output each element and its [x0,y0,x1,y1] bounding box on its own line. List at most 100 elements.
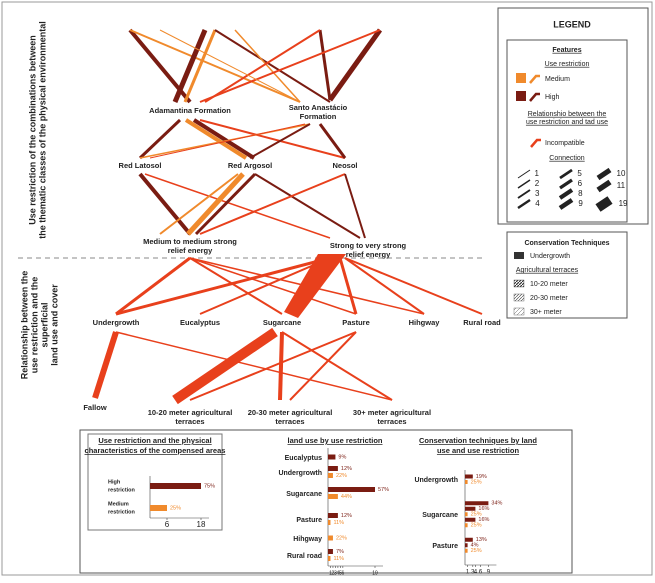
panel-title: use and use restriction [437,446,520,455]
bar-label: 44% [341,494,352,500]
bar [465,506,476,511]
bar [328,513,338,518]
node-label: Sugarcane [263,318,301,327]
connection [129,29,301,103]
connection-icon [517,169,531,179]
row-label: Sugarcane [286,491,322,498]
panel-box [87,433,223,531]
legend-box [497,7,649,225]
node-label: Formation [300,112,337,121]
connection-icon [517,189,531,199]
connection [192,118,256,160]
connection [204,29,321,103]
node-label: Eucalyptus [180,318,220,327]
medium-arrow [529,74,540,84]
legend-item: Medium [545,76,570,83]
incompatible-arrow [530,138,541,148]
bar-label: 13% [476,537,487,543]
connection [138,118,182,160]
tick-label: 1 [466,570,470,576]
tick-label: 6 [341,570,344,576]
row-label: Pasture [296,517,322,524]
bar [328,466,338,471]
bar-label: 25% [170,505,181,511]
connection-icon [558,198,574,210]
connection [344,257,425,315]
undergrowth-swatch [514,252,524,259]
bar [328,520,331,525]
row-label: Sugarcane [422,512,458,519]
connection [139,123,311,159]
connection [189,331,357,401]
node-label: Red Latosol [119,161,162,170]
side-label: superficial [39,302,49,347]
connection [115,256,191,316]
row-label: Hihgway [293,536,322,543]
bar-label: 25% [471,512,482,518]
side-label: the thematic classes of the physical env… [37,21,47,239]
side-label: Use restriction of the combinations betw… [27,35,37,225]
tick-label: 5 [339,570,342,576]
bar-label: 16% [478,506,489,512]
tick-label: 1 [329,570,332,576]
legend-item: 30+ meter [530,309,562,316]
legend-item: 8 [578,189,583,198]
terrace-swatch [513,279,525,288]
node-label: Neosol [332,161,357,170]
bar-label: 16% [478,517,489,523]
connection-icon [517,199,531,209]
tick-label: 2 [332,570,335,576]
legend-item: 19 [619,199,628,208]
connection [278,331,284,401]
legend-item: 2 [535,179,540,188]
tick-label: 4 [337,570,340,576]
connection [199,257,331,315]
connection [199,29,381,103]
connection [159,29,301,103]
legend-heading: Agricultural terraces [516,267,579,274]
bar [328,494,338,499]
tick-label: 6 [479,570,483,576]
connection [289,331,357,401]
connection-icon [596,167,612,181]
bar-label: 25% [471,548,482,554]
panel-title: Use restriction and the physical [98,436,211,445]
connection [159,173,239,235]
connection [199,119,346,159]
connection [186,172,245,236]
connection [115,331,393,401]
bar [328,535,333,541]
connection [194,172,257,236]
conservation-box [506,231,628,319]
bar-label: 11% [333,520,344,526]
legend-item: 1 [535,169,540,178]
panel-title: Conservation techniques by land [419,436,537,445]
bar [465,474,473,479]
connection [138,172,192,236]
connection [149,123,306,159]
row-label: Pasture [432,543,458,550]
bar [465,480,468,484]
connection [318,123,347,159]
node-label: 20-30 meter agricultural [248,408,333,417]
bar-label: 12% [341,466,352,472]
bar [465,537,473,542]
legend-item: 10-20 meter [530,281,568,288]
node-label: Red Argosol [228,161,272,170]
connection [318,29,332,101]
bar-label: 57% [378,487,389,493]
legend-heading: Use restriction [545,61,590,68]
legend-item: Undergrowth [530,253,570,260]
bar-label: 22% [336,473,347,479]
legend-item: 20-30 meter [530,295,568,302]
legend-item: 6 [578,179,583,188]
row-label: Medium [108,501,129,507]
legend-item: Incompatible [545,140,585,147]
connection-icon [595,196,613,212]
connection-icon [517,179,531,189]
connection [184,118,248,160]
tick-label: 9 [487,570,491,576]
bar-label: 25% [471,479,482,485]
high-swatch [516,91,526,101]
